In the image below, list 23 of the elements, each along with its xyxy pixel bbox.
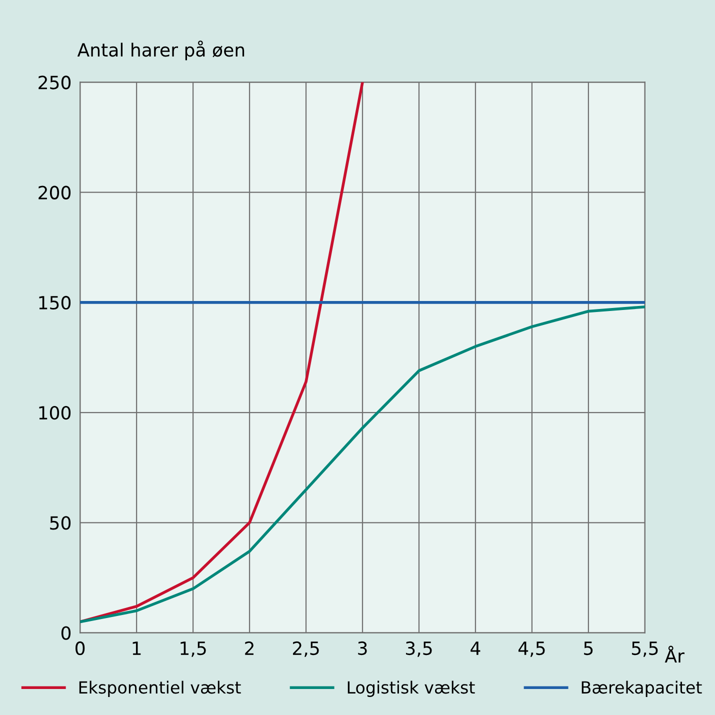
x-tick-label: 3 [358,641,367,656]
x-tick-label: 1 [132,642,141,655]
x-tick-label: 4,5 [518,642,545,657]
legend-label: Bærekapacitet [582,680,702,697]
legend-label: Eksponentiel vækst [79,680,241,697]
y-axis-title: Antal harer på øen [77,40,244,60]
y-tick-label: 250 [38,76,71,90]
y-tick-label: 100 [39,406,71,420]
x-tick-label: 4 [470,642,480,655]
legend-label: Logistisk vækst [348,680,475,697]
x-tick-label: 3,5 [406,641,432,657]
x-tick-label: 2 [245,641,254,655]
y-tick-label: 200 [38,186,71,200]
x-tick-label: 1,5 [180,642,206,657]
y-tick-label: 0 [61,626,71,640]
x-tick-label: 5 [584,642,593,656]
x-tick-label: 5,5 [632,642,658,657]
x-axis-title: År [664,646,684,663]
y-tick-label: 150 [39,296,71,310]
y-tick-label: 50 [50,516,71,530]
x-tick-label: 0 [76,641,85,656]
line-series [80,305,645,624]
x-tick-label: 2,5 [292,641,319,657]
